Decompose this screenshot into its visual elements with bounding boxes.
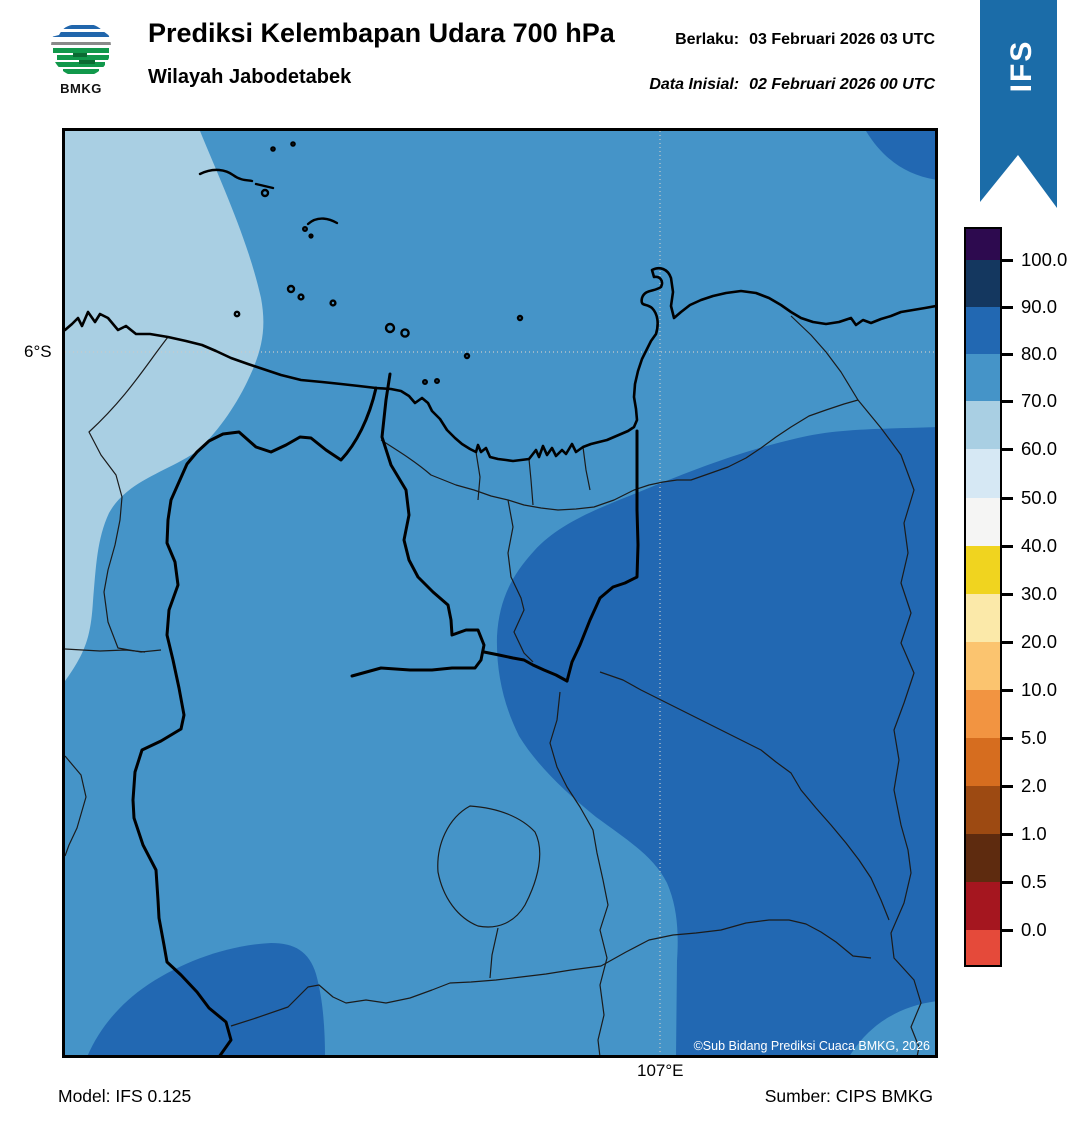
colorbar-segment bbox=[966, 307, 1000, 354]
colorbar-segment bbox=[966, 834, 1000, 882]
initial-data-value: 02 Februari 2026 00 UTC bbox=[749, 76, 935, 93]
colorbar-legend: 100.0 90.0 80.0 70.0 60.0 50.0 40.0 30.0 20.0 10.… bbox=[964, 227, 1081, 987]
colorbar-segment bbox=[966, 930, 1000, 965]
valid-time-label: Berlaku: bbox=[675, 31, 740, 48]
weather-map-frame: ©Sub Bidang Prediksi Cuaca BMKG, 2026 bbox=[62, 128, 938, 1059]
page-title: Prediksi Kelembapan Udara 700 hPa bbox=[148, 18, 615, 48]
colorbar-tick bbox=[1002, 641, 1013, 644]
colorbar-segment bbox=[966, 260, 1000, 307]
colorbar-tick-label: 10.0 bbox=[1021, 679, 1058, 700]
colorbar-segment bbox=[966, 229, 1000, 260]
colorbar-tick bbox=[1002, 881, 1013, 884]
colorbar-segment bbox=[966, 738, 1000, 786]
colorbar-tick-label: 2.0 bbox=[1021, 775, 1047, 796]
colorbar-segment bbox=[966, 594, 1000, 642]
valid-time: Berlaku: 03 Februari 2026 03 UTC bbox=[675, 31, 935, 49]
colorbar-tick-label: 90.0 bbox=[1021, 296, 1058, 317]
colorbar-tick bbox=[1002, 306, 1013, 309]
colorbar-tick-label: 70.0 bbox=[1021, 390, 1058, 411]
bmkg-logo-icon bbox=[51, 17, 111, 77]
colorbar-tick-label: 80.0 bbox=[1021, 343, 1058, 364]
bmkg-logo: BMKG bbox=[47, 15, 115, 96]
colorbar-tick bbox=[1002, 400, 1013, 403]
humidity-region-dark-bottomleft bbox=[87, 943, 325, 1057]
colorbar-tick-label: 40.0 bbox=[1021, 535, 1058, 556]
colorbar-tick-label: 50.0 bbox=[1021, 487, 1058, 508]
colorbar-segment bbox=[966, 498, 1000, 546]
lat-axis-label: 6°S bbox=[24, 342, 52, 361]
coastline bbox=[63, 266, 938, 463]
lon-axis-label: 107°E bbox=[637, 1061, 684, 1080]
colorbar-segment bbox=[966, 642, 1000, 690]
footer-model-label: Model: IFS 0.125 bbox=[58, 1086, 192, 1106]
colorbar-segment bbox=[966, 449, 1000, 498]
colorbar-segment bbox=[966, 401, 1000, 449]
colorbar-tick bbox=[1002, 448, 1013, 451]
colorbar-tick bbox=[1002, 785, 1013, 788]
colorbar-tick bbox=[1002, 833, 1013, 836]
colorbar-tick-label: 1.0 bbox=[1021, 823, 1047, 844]
humidity-region-dark-central bbox=[496, 427, 938, 1057]
colorbar-tick-label: 30.0 bbox=[1021, 583, 1058, 604]
initial-data-time: Data Inisial: 02 Februari 2026 00 UTC bbox=[649, 76, 935, 94]
colorbar-segment bbox=[966, 690, 1000, 738]
page-subtitle: Wilayah Jabodetabek bbox=[148, 66, 352, 88]
colorbar-segment bbox=[966, 354, 1000, 401]
ribbon-banner-shape bbox=[980, 0, 1057, 208]
model-ribbon: IFS bbox=[980, 0, 1057, 208]
colorbar-tick bbox=[1002, 929, 1013, 932]
colorbar-tick bbox=[1002, 497, 1013, 500]
colorbar-segment bbox=[966, 546, 1000, 594]
weather-map: ©Sub Bidang Prediksi Cuaca BMKG, 2026 bbox=[63, 131, 938, 1059]
colorbar-segment bbox=[966, 786, 1000, 834]
islands bbox=[198, 141, 524, 386]
humidity-region-light bbox=[65, 131, 264, 681]
bmkg-logo-text: BMKG bbox=[60, 81, 102, 96]
colorbar-tick-label: 0.5 bbox=[1021, 871, 1047, 892]
map-copyright: ©Sub Bidang Prediksi Cuaca BMKG, 2026 bbox=[694, 1039, 930, 1053]
footer-source-label: Sumber: CIPS BMKG bbox=[764, 1086, 933, 1106]
colorbar-tick-label: 100.0 bbox=[1021, 249, 1068, 270]
humidity-region-dark-topright bbox=[866, 131, 938, 180]
colorbar-segment bbox=[966, 882, 1000, 930]
initial-data-label: Data Inisial: bbox=[649, 76, 740, 93]
colorbar-tick-label: 5.0 bbox=[1021, 727, 1047, 748]
ribbon-ifs-label: IFS bbox=[1005, 40, 1038, 93]
colorbar bbox=[964, 227, 1002, 967]
colorbar-tick bbox=[1002, 259, 1013, 262]
colorbar-tick-label: 20.0 bbox=[1021, 631, 1058, 652]
valid-time-value: 03 Februari 2026 03 UTC bbox=[749, 31, 935, 48]
colorbar-tick-label: 0.0 bbox=[1021, 919, 1047, 940]
province-boundaries bbox=[131, 372, 640, 1059]
colorbar-tick bbox=[1002, 689, 1013, 692]
colorbar-tick bbox=[1002, 593, 1013, 596]
admin-boundaries bbox=[64, 315, 922, 1058]
colorbar-tick bbox=[1002, 545, 1013, 548]
colorbar-tick bbox=[1002, 737, 1013, 740]
colorbar-tick-label: 60.0 bbox=[1021, 438, 1058, 459]
colorbar-tick bbox=[1002, 353, 1013, 356]
